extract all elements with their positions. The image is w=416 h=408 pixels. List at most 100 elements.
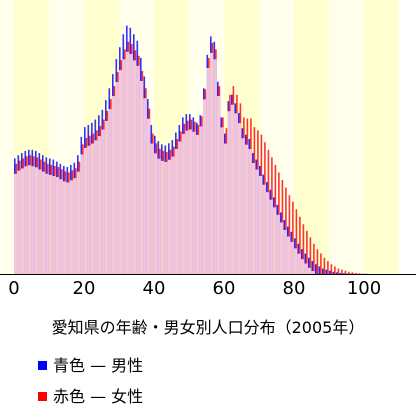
population-bars xyxy=(14,25,368,275)
male-bar-94 xyxy=(343,273,345,274)
x-tick-40: 40 xyxy=(143,278,166,299)
bar-fade-30 xyxy=(119,70,123,274)
female-bar-99 xyxy=(362,273,364,275)
female-bar-89 xyxy=(327,261,329,274)
bar-fade-28 xyxy=(112,96,116,274)
bar-fade-0 xyxy=(14,173,18,274)
bar-fade-69 xyxy=(255,169,259,274)
legend-female-swatch xyxy=(38,392,47,401)
x-tick-60: 60 xyxy=(213,278,236,299)
bar-fade-72 xyxy=(266,192,270,274)
bar-fade-55 xyxy=(206,68,210,274)
female-bar-91 xyxy=(334,266,336,274)
female-bar-82 xyxy=(302,224,305,274)
legend-female: 赤色 — 女性 xyxy=(38,383,143,407)
bar-fade-8 xyxy=(42,171,46,274)
female-bar-90 xyxy=(330,264,333,274)
bar-fade-12 xyxy=(56,177,60,274)
bar-fade-46 xyxy=(175,149,179,274)
bar-fade-68 xyxy=(252,163,256,274)
bar-fade-22 xyxy=(91,143,95,274)
male-bar-89 xyxy=(325,269,328,274)
bar-fade-48 xyxy=(182,133,186,274)
bar-fade-26 xyxy=(105,120,109,274)
x-tick-80: 80 xyxy=(283,278,306,299)
female-bar-78 xyxy=(288,195,291,274)
bar-fade-85 xyxy=(311,271,315,274)
bar-fade-79 xyxy=(290,241,294,274)
male-bar-91 xyxy=(332,271,335,274)
male-bar-88 xyxy=(322,268,324,274)
bar-fade-38 xyxy=(147,118,151,274)
bar-fade-47 xyxy=(178,141,182,274)
bar-fade-53 xyxy=(199,126,203,274)
bar-fade-10 xyxy=(49,174,53,274)
female-bar-84 xyxy=(309,237,312,274)
bar-fade-59 xyxy=(220,127,224,275)
bar-fade-1 xyxy=(17,170,21,274)
female-bar-86 xyxy=(316,249,319,274)
female-bar-97 xyxy=(355,272,357,274)
female-bar-87 xyxy=(320,253,322,274)
male-bar-85 xyxy=(311,261,314,274)
bar-fade-76 xyxy=(280,222,284,274)
bar-fade-21 xyxy=(87,145,91,274)
bar-fade-74 xyxy=(273,207,277,274)
bar-fade-20 xyxy=(84,147,88,274)
bar-fade-56 xyxy=(210,52,214,274)
bar-fade-6 xyxy=(35,167,39,274)
female-bar-98 xyxy=(358,273,361,274)
x-tick-20: 20 xyxy=(73,278,96,299)
bar-fade-16 xyxy=(70,180,74,274)
bar-fade-54 xyxy=(203,99,207,274)
bar-fade-32 xyxy=(126,51,130,274)
female-bar-95 xyxy=(348,271,350,274)
bar-fade-11 xyxy=(52,176,56,274)
bar-fade-13 xyxy=(59,179,63,274)
bar-fade-57 xyxy=(213,59,217,274)
bar-fade-39 xyxy=(150,143,154,274)
bar-fade-19 xyxy=(80,154,84,274)
male-bar-92 xyxy=(336,272,338,274)
bar-fade-62 xyxy=(231,104,235,274)
bar-fade-83 xyxy=(304,263,308,274)
bar-fade-71 xyxy=(262,184,266,274)
bar-fade-2 xyxy=(21,168,25,274)
bar-fade-66 xyxy=(245,144,249,274)
bar-fade-3 xyxy=(24,166,28,274)
bar-fade-73 xyxy=(269,199,273,274)
female-bar-79 xyxy=(292,201,294,274)
band-100 xyxy=(364,0,399,274)
bar-fade-15 xyxy=(66,182,70,274)
bar-fade-49 xyxy=(185,130,189,274)
bar-fade-63 xyxy=(234,113,238,274)
bar-fade-18 xyxy=(77,171,81,274)
female-bar-81 xyxy=(299,216,301,274)
bar-fade-7 xyxy=(38,169,42,274)
chart-title: 愛知県の年齢・男女別人口分布（2005年） xyxy=(51,318,365,337)
bar-fade-9 xyxy=(45,173,49,274)
bar-fade-75 xyxy=(276,214,280,274)
female-bar-93 xyxy=(341,269,343,274)
legend-male: 青色 — 男性 xyxy=(38,352,143,376)
bar-fade-77 xyxy=(283,230,287,274)
legend-male-label: 青色 — 男性 xyxy=(53,356,144,375)
band-90 xyxy=(329,0,364,274)
bar-fade-27 xyxy=(108,109,112,274)
bar-fade-61 xyxy=(227,111,231,274)
bar-fade-34 xyxy=(133,60,137,274)
bar-fade-25 xyxy=(101,129,105,274)
legend-female-label: 赤色 — 女性 xyxy=(53,387,144,406)
bar-fade-44 xyxy=(168,159,172,274)
bar-fade-29 xyxy=(115,82,119,274)
female-bar-88 xyxy=(323,257,326,274)
bar-fade-65 xyxy=(241,138,245,274)
bar-fade-37 xyxy=(143,98,147,275)
bar-fade-70 xyxy=(259,176,263,274)
bar-fade-42 xyxy=(161,160,165,274)
female-bar-85 xyxy=(313,243,315,274)
x-tick-0: 0 xyxy=(8,278,19,299)
female-bar-83 xyxy=(306,230,308,274)
bar-fade-78 xyxy=(287,236,291,274)
population-chart: 0 20 40 60 80 100 xyxy=(0,0,416,299)
